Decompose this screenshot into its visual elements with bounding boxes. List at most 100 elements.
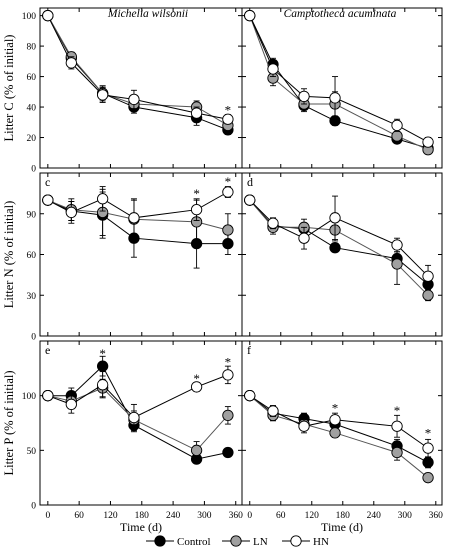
significance-marker: * xyxy=(425,426,432,441)
legend-item-ln: LN xyxy=(222,535,268,548)
series-ln xyxy=(42,9,234,131)
x-tick-label: 0 xyxy=(45,511,50,521)
significance-marker: * xyxy=(225,355,232,370)
data-point-hn xyxy=(329,92,341,104)
series-hn xyxy=(244,390,434,458)
panel-letter: e xyxy=(45,343,50,357)
data-point-hn xyxy=(42,194,54,206)
data-point-control xyxy=(422,456,434,469)
significance-marker: * xyxy=(225,103,232,118)
data-point-ln xyxy=(190,444,203,456)
data-point-hn xyxy=(244,194,256,206)
series-line-ln xyxy=(249,15,429,151)
series-ln xyxy=(244,9,434,156)
x-tick-label: 240 xyxy=(166,511,181,521)
x-tick-label: 120 xyxy=(103,511,118,521)
panel-letter: d xyxy=(247,175,253,189)
y-tick-label: 0 xyxy=(31,333,36,343)
significance-marker: * xyxy=(193,186,200,201)
data-point-hn xyxy=(391,239,403,251)
data-point-hn xyxy=(65,206,77,219)
x-axis-label: Time (d) xyxy=(321,520,363,534)
data-point-hn xyxy=(244,9,256,22)
y-tick-label: 60 xyxy=(27,73,37,83)
data-point-hn xyxy=(128,93,140,106)
y-tick-label: 90 xyxy=(27,210,37,220)
x-tick-label: 60 xyxy=(74,511,84,521)
x-tick-label: 180 xyxy=(336,511,351,521)
x-tick-label: 180 xyxy=(135,511,150,521)
panel-c: 0 30 60 90 c Litter N (% of initial) * * xyxy=(2,172,243,343)
data-point-hn xyxy=(42,390,54,402)
data-point-ln xyxy=(391,258,403,270)
x-tick-label: 300 xyxy=(398,511,413,521)
legend-item-control: Control xyxy=(146,535,211,548)
x-tick-label: 60 xyxy=(276,511,286,521)
series-hn xyxy=(42,365,234,432)
legend-marker xyxy=(290,535,302,547)
significance-marker: * xyxy=(225,174,232,189)
series-line-hn xyxy=(249,15,429,143)
data-point-hn xyxy=(267,217,279,229)
data-point-hn xyxy=(128,212,140,224)
plot-frame-a xyxy=(39,7,243,169)
panel-letter: c xyxy=(45,175,50,189)
significance-marker: * xyxy=(99,346,106,361)
y-tick-label: 20 xyxy=(27,134,37,144)
x-tick-label: 360 xyxy=(429,511,444,521)
data-point-ln xyxy=(391,130,403,142)
y-tick-label: 80 xyxy=(27,43,37,53)
data-point-control xyxy=(96,360,109,372)
data-point-ln xyxy=(222,409,234,421)
data-point-hn xyxy=(65,398,77,411)
data-point-hn xyxy=(42,9,54,22)
significance-marker: * xyxy=(193,371,200,386)
panel-b: b xyxy=(241,7,443,169)
series-control xyxy=(244,194,434,292)
legend: Control LN HN xyxy=(146,535,329,548)
data-point-ln xyxy=(222,224,234,236)
data-point-hn xyxy=(222,113,234,125)
data-point-hn xyxy=(267,63,279,75)
y-tick-label: 50 xyxy=(27,447,37,457)
legend-label: HN xyxy=(313,536,329,548)
y-axis-label: Litter N (% of initial) xyxy=(2,201,16,309)
series-line-ln xyxy=(47,15,229,126)
y-tick-label: 60 xyxy=(27,251,37,261)
y-tick-label: 100 xyxy=(22,392,37,402)
legend-label: Control xyxy=(177,536,211,548)
series-hn xyxy=(42,186,234,238)
panel-e: 0 60 120 180 240 300 360 0 50 100 e Litter P (% of … xyxy=(2,340,244,534)
legend-item-hn: HN xyxy=(282,535,329,548)
y-tick-label: 0 xyxy=(31,165,36,175)
data-point-hn xyxy=(329,212,341,224)
plot-frame-b xyxy=(241,7,443,169)
species-title-left: Michelia wilsonii xyxy=(107,8,188,20)
data-point-ln xyxy=(422,472,434,484)
data-point-hn xyxy=(128,411,140,424)
x-tick-label: 360 xyxy=(229,511,244,521)
data-point-hn xyxy=(267,405,279,417)
panel-letter: f xyxy=(247,343,251,357)
data-point-ln xyxy=(329,427,341,439)
plot-frame-f xyxy=(241,340,443,506)
y-tick-label: 100 xyxy=(22,12,37,22)
plot-frame-c xyxy=(39,172,243,337)
data-point-ln xyxy=(422,289,434,301)
series-control xyxy=(42,9,234,136)
data-point-hn xyxy=(422,442,434,454)
significance-marker: * xyxy=(394,403,401,418)
data-point-hn xyxy=(96,379,109,391)
x-tick-label: 0 xyxy=(247,511,252,521)
data-point-hn xyxy=(298,90,310,103)
series-hn xyxy=(42,9,234,125)
data-point-hn xyxy=(422,136,434,148)
data-point-hn xyxy=(190,381,203,393)
data-point-hn xyxy=(391,119,403,131)
panel-d: d xyxy=(241,172,443,337)
y-axis-label: Litter C (% of initial) xyxy=(2,35,16,142)
panel-f: 0 60 120 180 240 300 360 f Time (d) * * * xyxy=(241,340,444,534)
legend-label: LN xyxy=(253,536,268,548)
data-point-hn xyxy=(329,414,341,426)
x-tick-label: 120 xyxy=(305,511,320,521)
